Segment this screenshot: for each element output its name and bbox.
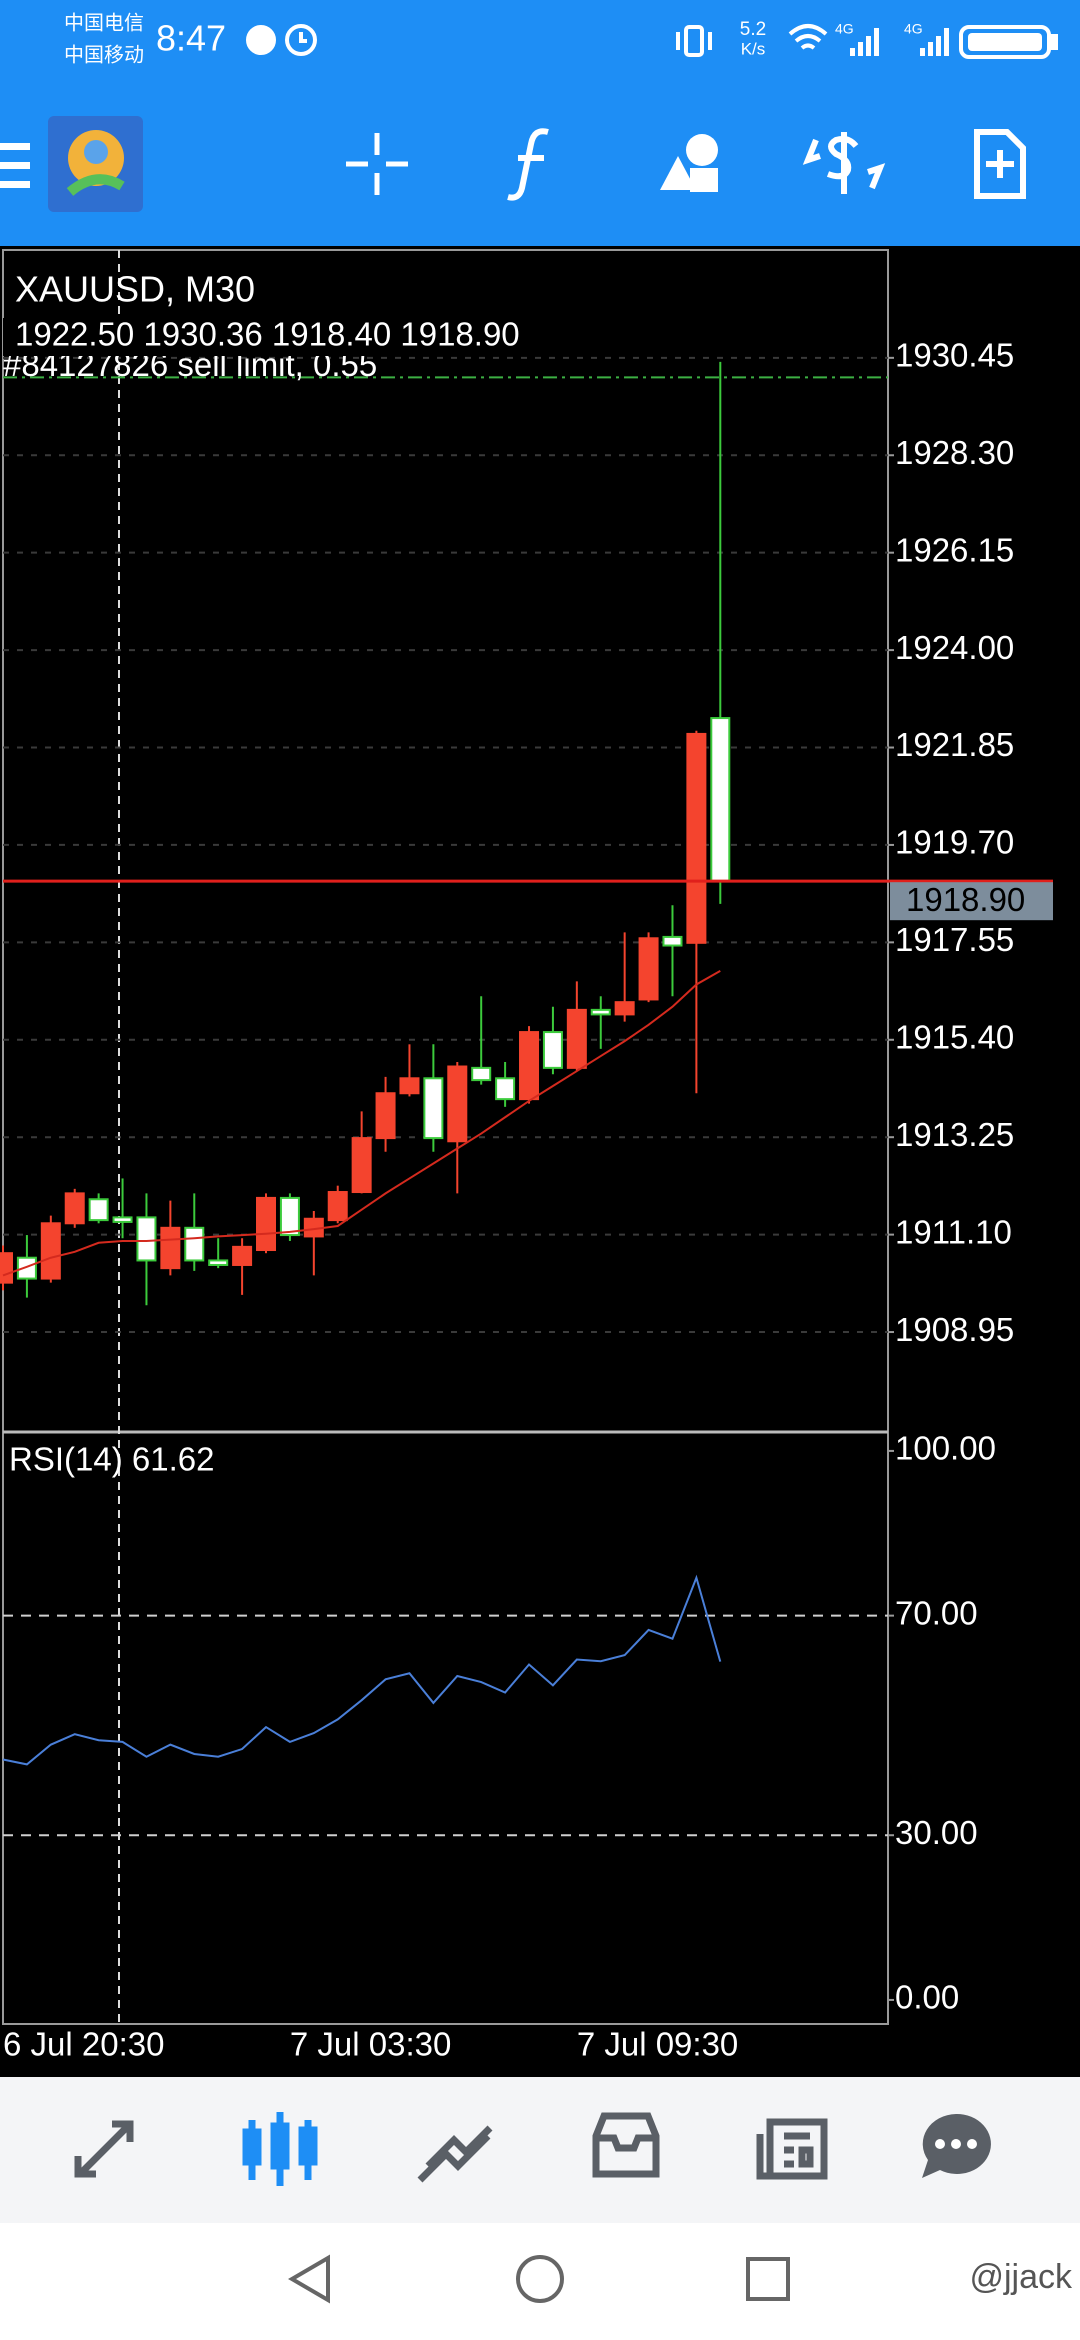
menu-button[interactable] xyxy=(0,143,30,188)
back-button[interactable] xyxy=(288,2254,330,2304)
network-type: 4G xyxy=(904,21,923,37)
candle-body xyxy=(208,1259,229,1266)
y-tick-label: 1911.10 xyxy=(895,1213,1012,1250)
y-tick-label: 100.00 xyxy=(895,1430,996,1467)
candle-body xyxy=(375,1092,396,1140)
y-tick-label: 1924.00 xyxy=(895,629,1014,666)
candle-body xyxy=(638,937,659,1001)
messages-tab[interactable] xyxy=(922,2113,991,2178)
quotes-tab[interactable] xyxy=(74,2120,134,2178)
recents-button[interactable] xyxy=(746,2257,790,2301)
candle-body xyxy=(327,1191,348,1222)
y-tick-label: 30.00 xyxy=(895,1814,978,1851)
candle-body xyxy=(495,1077,516,1101)
y-tick-label: 1928.30 xyxy=(895,434,1014,471)
net-speed-unit: K/s xyxy=(741,39,766,58)
x-tick-label: 6 Jul 20:30 xyxy=(3,2026,164,2063)
network-type: 4G xyxy=(835,21,854,37)
candle-body xyxy=(256,1196,277,1252)
candle-body xyxy=(88,1198,109,1222)
news-tab[interactable] xyxy=(756,2118,828,2180)
x-tick-label: 7 Jul 03:30 xyxy=(290,2026,451,2063)
candle-body xyxy=(160,1226,181,1270)
candle-body xyxy=(64,1192,85,1225)
candle-body xyxy=(16,1256,37,1280)
status-icons xyxy=(246,24,1058,59)
y-tick-label: 1926.15 xyxy=(895,531,1014,568)
candle-body xyxy=(686,732,707,944)
y-tick-label: 1930.45 xyxy=(895,337,1014,374)
history-tab[interactable] xyxy=(592,2112,660,2178)
y-tick-label: 0.00 xyxy=(895,1979,959,2016)
indicators-tool[interactable] xyxy=(507,128,549,201)
carrier: 中国移动 xyxy=(64,43,144,66)
chart-subtitle: 1922.50 1930.36 1918.40 1918.90 xyxy=(15,316,520,353)
bid-label-bg xyxy=(890,882,1053,921)
y-tick-label: 1919.70 xyxy=(895,824,1014,861)
candle-body xyxy=(351,1137,372,1194)
candle-body xyxy=(136,1216,157,1262)
chart-frame xyxy=(2,249,889,2025)
candle-body xyxy=(279,1196,300,1237)
chart-title: XAUUSD, M30 xyxy=(15,269,255,310)
home-button[interactable] xyxy=(516,2255,564,2303)
moving-average xyxy=(2,970,721,1277)
candle-body xyxy=(710,717,731,883)
candle-body xyxy=(447,1065,468,1143)
rsi-line xyxy=(2,1574,722,1766)
y-tick-label: 1908.95 xyxy=(895,1311,1014,1348)
candle-body xyxy=(399,1077,420,1095)
header-bg xyxy=(0,0,1080,246)
candle-body xyxy=(590,1008,611,1016)
new-order-tool[interactable] xyxy=(974,129,1026,199)
y-tick-label: 1917.55 xyxy=(895,921,1014,958)
chart-bg xyxy=(0,246,1080,2077)
bottom-nav xyxy=(0,2077,1080,2223)
candle-body xyxy=(232,1245,253,1266)
app-logo[interactable] xyxy=(48,116,143,212)
objects-tool[interactable] xyxy=(660,134,718,192)
crosshair-tool[interactable] xyxy=(346,133,408,195)
candle-body xyxy=(519,1031,540,1101)
x-tick-label: 7 Jul 09:30 xyxy=(577,2026,738,2063)
trade-tab[interactable] xyxy=(417,2125,493,2183)
y-tick-label: 70.00 xyxy=(895,1594,978,1631)
candle-body xyxy=(0,1252,13,1284)
indicator-title: RSI(14) 61.62 xyxy=(9,1441,214,1478)
y-tick-label: 1913.25 xyxy=(895,1116,1014,1153)
candle-body xyxy=(423,1077,444,1140)
trade-tool[interactable] xyxy=(802,132,886,194)
candle-body xyxy=(112,1216,133,1223)
y-tick-label: 1921.85 xyxy=(895,726,1014,763)
clock: 8:47 xyxy=(156,18,226,59)
signal-bars xyxy=(850,28,949,56)
candle-body xyxy=(40,1222,61,1280)
y-tick-label: 1915.40 xyxy=(895,1018,1014,1055)
info-bg xyxy=(3,318,623,356)
battery-level xyxy=(968,33,1042,51)
candle-body xyxy=(184,1226,205,1262)
system-nav xyxy=(0,2223,1080,2340)
chart-tab[interactable] xyxy=(242,2112,318,2186)
watermark: @jjack xyxy=(969,2258,1073,2296)
candle-body xyxy=(542,1031,563,1069)
candle-body xyxy=(662,935,683,947)
candle-body xyxy=(614,1001,635,1016)
carrier: 中国电信 xyxy=(64,11,144,34)
net-speed: 5.2 xyxy=(740,19,766,40)
bid-label: 1918.90 xyxy=(906,881,1025,918)
candle-body xyxy=(471,1066,492,1082)
candle-body xyxy=(566,1008,587,1069)
